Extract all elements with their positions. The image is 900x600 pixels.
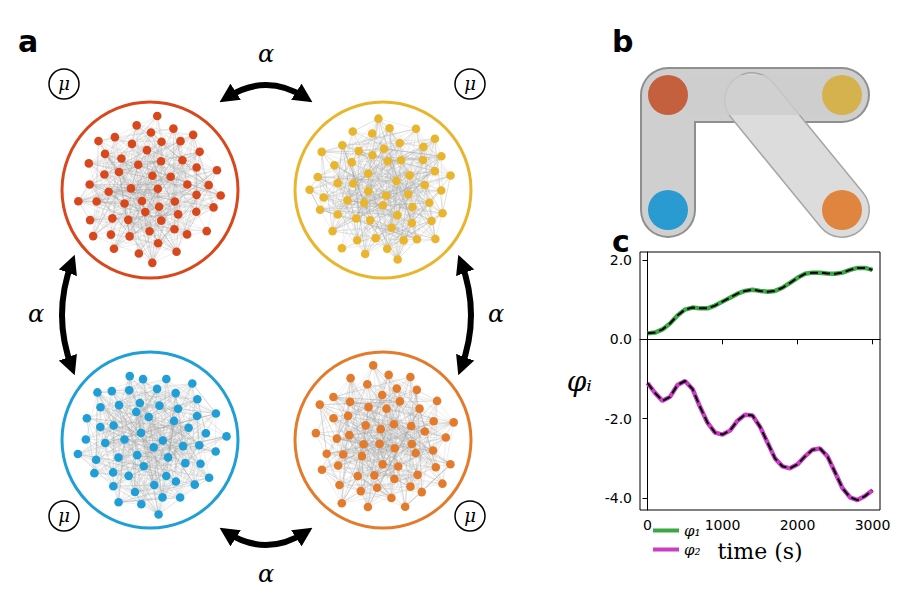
svg-text:φᵢ: φᵢ [567, 365, 592, 398]
svg-text:μ: μ [58, 505, 70, 526]
svg-text:a: a [18, 24, 38, 59]
svg-text:μ: μ [58, 73, 70, 94]
svg-text:1000: 1000 [705, 517, 741, 533]
svg-text:c: c [612, 224, 630, 259]
svg-text:φ₂: φ₂ [684, 541, 701, 559]
svg-text:μ: μ [464, 505, 476, 526]
svg-text:α: α [258, 40, 274, 68]
svg-text:μ: μ [464, 73, 476, 94]
svg-text:α: α [28, 300, 44, 328]
svg-text:φ₁: φ₁ [684, 522, 701, 540]
svg-text:α: α [258, 560, 274, 588]
svg-text:3000: 3000 [855, 517, 891, 533]
svg-text:-2.0: -2.0 [605, 411, 632, 427]
svg-text:α: α [488, 300, 504, 328]
svg-text:time (s): time (s) [717, 539, 802, 564]
svg-text:2000: 2000 [780, 517, 816, 533]
svg-text:0.0: 0.0 [610, 331, 632, 347]
svg-text:-4.0: -4.0 [605, 490, 632, 506]
svg-text:2.0: 2.0 [610, 252, 632, 268]
svg-text:b: b [612, 24, 633, 59]
svg-text:0: 0 [643, 517, 652, 533]
